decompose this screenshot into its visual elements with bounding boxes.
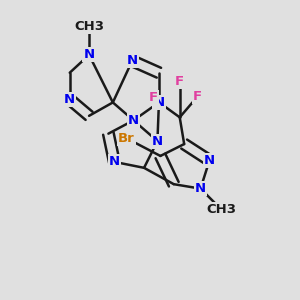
Text: F: F [148, 92, 158, 104]
Text: N: N [195, 182, 206, 195]
Text: N: N [204, 154, 215, 167]
Text: N: N [153, 96, 164, 109]
Text: F: F [175, 75, 184, 88]
Text: Br: Br [118, 132, 135, 145]
Text: F: F [193, 90, 202, 103]
Text: CH3: CH3 [74, 20, 104, 33]
Text: N: N [109, 155, 120, 168]
Text: N: N [64, 93, 75, 106]
Text: N: N [128, 114, 139, 127]
Text: N: N [152, 135, 163, 148]
Text: CH3: CH3 [206, 203, 236, 216]
Text: N: N [83, 48, 94, 62]
Text: N: N [127, 54, 138, 67]
